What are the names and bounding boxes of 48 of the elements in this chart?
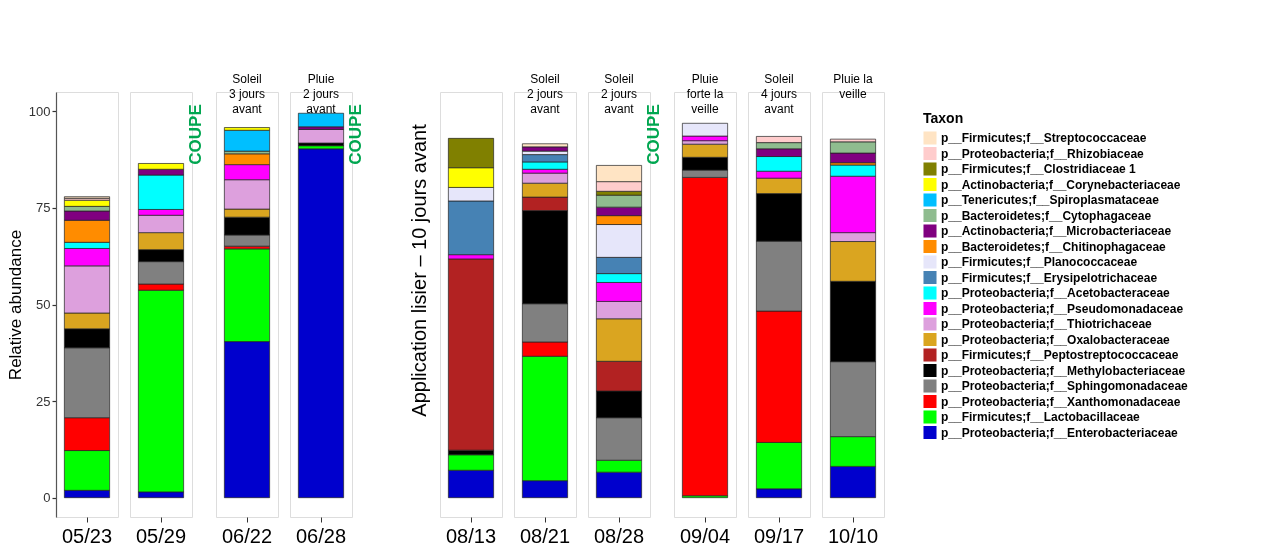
- legend-label: p__Proteobacteria;f__Rhizobiaceae: [941, 146, 1145, 161]
- x-tick-label: 09/17: [753, 524, 805, 546]
- legend-label: p__Proteobacteria;f__Oxalobacteraceae: [941, 332, 1171, 347]
- legend-label: p__Proteobacteria;f__Sphingomonadaceae: [941, 379, 1189, 393]
- legend-label: p__Actinobacteria;f__Corynebacteriaceae: [941, 177, 1181, 192]
- legend-label: p__Firmicutes;f__Lactobacillaceae: [941, 410, 1141, 424]
- annotation: Soleil 2 jours avant: [600, 72, 638, 116]
- annotation: Pluie 2 jours avant: [302, 72, 340, 116]
- y-tick-label: 0: [43, 490, 51, 506]
- y-tick-label: 50: [36, 297, 51, 312]
- legend-label: p__Actinobacteria;f__Microbacteriaceae: [941, 224, 1172, 238]
- legend-title: Taxon: [923, 110, 964, 126]
- legend-label: p__Proteobacteria;f__Xanthomonadaceae: [941, 394, 1181, 409]
- annotation: Pluie la veille: [833, 72, 873, 101]
- x-tick-label: 10/10: [827, 524, 879, 546]
- y-tick-label: 100: [28, 103, 51, 119]
- legend-label: p__Bacteroidetes;f__Chitinophagaceae: [941, 239, 1167, 254]
- legend-label: p__Tenericutes;f__Spiroplasmataceae: [941, 193, 1160, 207]
- legend-label: p__Firmicutes;f__Erysipelotrichaceae: [941, 270, 1158, 285]
- legend-label: p__Proteobacteria;f__Acetobacteraceae: [941, 286, 1171, 300]
- legend-label: p__Proteobacteria;f__Methylobacteriaceae: [941, 363, 1186, 378]
- x-tick-label: 08/13: [445, 524, 497, 546]
- x-tick-label: 06/22: [221, 524, 273, 546]
- legend-label: p__Proteobacteria;f__Thiotrichaceae: [941, 317, 1153, 331]
- annotation: Application lisier – 10 jours avant: [408, 123, 430, 417]
- annotation: Pluie forte la veille: [686, 72, 724, 116]
- y-tick-label: 75: [36, 200, 51, 216]
- x-tick-label: 05/23: [61, 524, 113, 546]
- x-tick-label: 09/04: [679, 524, 731, 546]
- x-tick-label: 05/29: [135, 524, 187, 546]
- x-tick-label: 06/28: [295, 524, 347, 546]
- x-tick-label: 08/28: [593, 524, 645, 546]
- legend-label: p__Firmicutes;f__Peptostreptococcaceae: [941, 348, 1179, 362]
- legend-label: p__Bacteroidetes;f__Cytophagaceae: [941, 208, 1152, 223]
- annotation: COUPE: [186, 104, 205, 165]
- x-tick-label: 08/21: [519, 524, 571, 546]
- legend-label: p__Firmicutes;f__Planococcaceae: [941, 255, 1138, 269]
- legend-label: p__Firmicutes;f__Clostridiaceae 1: [941, 162, 1137, 176]
- annotation: COUPE: [346, 104, 365, 165]
- legend-label: p__Firmicutes;f__Streptococcaceae: [941, 131, 1147, 145]
- annotation: Soleil 3 jours avant: [228, 72, 266, 116]
- y-tick-label: 25: [36, 393, 51, 409]
- legend-label: p__Proteobacteria;f__Pseudomonadaceae: [941, 301, 1184, 316]
- y-axis-title: Relative abundance: [5, 229, 25, 381]
- annotation: COUPE: [644, 104, 663, 165]
- legend-label: p__Proteobacteria;f__Enterobacteriaceae: [941, 425, 1179, 440]
- annotation: Soleil 4 jours avant: [760, 72, 798, 116]
- annotation: Soleil 2 jours avant: [526, 72, 564, 116]
